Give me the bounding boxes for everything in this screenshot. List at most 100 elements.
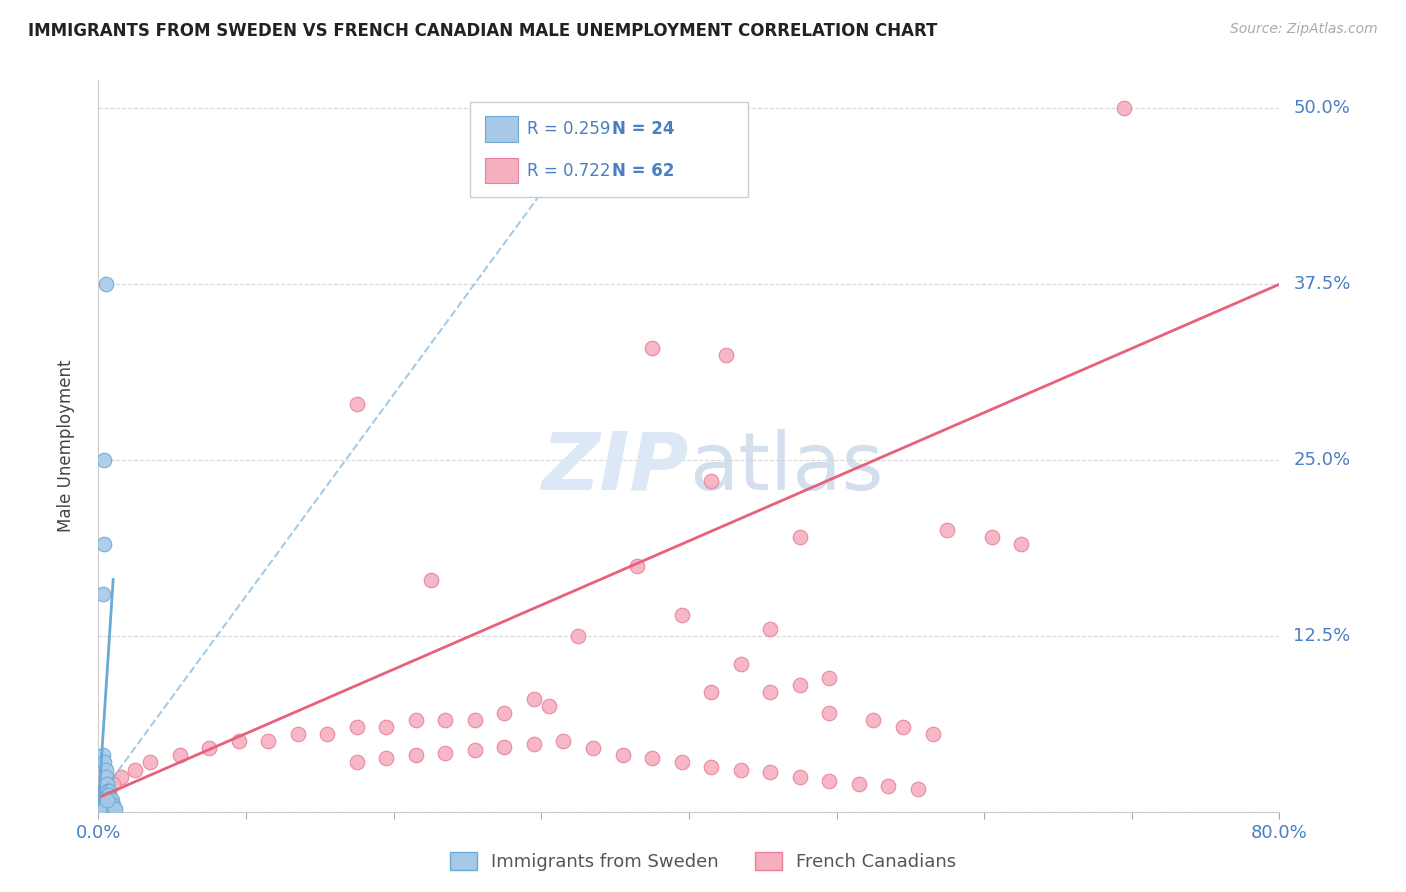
Text: 50.0%: 50.0%	[1294, 99, 1350, 118]
Point	[198, 741, 221, 756]
Text: N = 24: N = 24	[612, 120, 675, 138]
Point	[818, 671, 841, 685]
Point	[494, 706, 516, 721]
Point	[1114, 102, 1136, 116]
Point	[789, 678, 811, 692]
Point	[700, 760, 723, 774]
Point	[818, 773, 841, 788]
Point	[98, 790, 121, 805]
Text: 12.5%: 12.5%	[1294, 627, 1351, 645]
Point	[346, 720, 368, 734]
Text: atlas: atlas	[689, 429, 883, 507]
Point	[862, 714, 884, 728]
Point	[90, 797, 112, 812]
Point	[100, 797, 122, 812]
Point	[124, 763, 146, 777]
Point	[228, 734, 250, 748]
Point	[103, 800, 125, 814]
Point	[464, 714, 486, 728]
Point	[91, 748, 114, 763]
Text: IMMIGRANTS FROM SWEDEN VS FRENCH CANADIAN MALE UNEMPLOYMENT CORRELATION CHART: IMMIGRANTS FROM SWEDEN VS FRENCH CANADIA…	[28, 22, 938, 40]
Point	[671, 756, 693, 770]
Point	[730, 657, 752, 671]
Point	[419, 573, 441, 587]
Point	[93, 537, 115, 551]
Point	[789, 530, 811, 544]
Point	[103, 797, 125, 812]
Point	[936, 524, 959, 538]
Point	[434, 714, 457, 728]
Point	[89, 800, 111, 814]
Point	[316, 727, 339, 741]
Text: R = 0.259: R = 0.259	[527, 120, 610, 138]
Point	[789, 770, 811, 784]
Point	[523, 737, 546, 751]
Text: 25.0%: 25.0%	[1294, 451, 1351, 469]
Point	[91, 797, 114, 812]
Point	[759, 685, 782, 699]
Point	[346, 756, 368, 770]
Point	[98, 793, 121, 807]
Point	[700, 474, 723, 488]
Point	[104, 802, 127, 816]
Point	[818, 706, 841, 721]
Point	[921, 727, 943, 741]
Point	[405, 748, 427, 763]
Point	[626, 558, 648, 573]
Point	[730, 763, 752, 777]
Point	[537, 699, 560, 714]
Point	[848, 776, 870, 790]
Point	[139, 756, 162, 770]
Point	[94, 277, 117, 292]
Point	[641, 751, 664, 765]
Text: N = 62: N = 62	[612, 161, 675, 179]
Point	[671, 607, 693, 622]
Point	[100, 793, 122, 807]
Text: R = 0.722: R = 0.722	[527, 161, 610, 179]
Point	[612, 748, 634, 763]
Point	[714, 348, 737, 362]
Point	[567, 629, 589, 643]
Point	[641, 341, 664, 355]
Point	[375, 720, 398, 734]
Point	[91, 587, 114, 601]
Legend: Immigrants from Sweden, French Canadians: Immigrants from Sweden, French Canadians	[443, 846, 963, 879]
Point	[759, 622, 782, 636]
Point	[759, 765, 782, 780]
Point	[94, 783, 117, 797]
Point	[980, 530, 1002, 544]
Point	[891, 720, 914, 734]
Point	[93, 756, 115, 770]
Point	[110, 770, 132, 784]
Point	[1010, 537, 1032, 551]
Point	[700, 685, 723, 699]
Point	[94, 770, 117, 784]
Point	[96, 793, 118, 807]
Point	[94, 763, 117, 777]
Point	[553, 734, 575, 748]
Point	[97, 783, 120, 797]
Point	[287, 727, 309, 741]
Point	[375, 751, 398, 765]
Text: ZIP: ZIP	[541, 429, 689, 507]
Text: Source: ZipAtlas.com: Source: ZipAtlas.com	[1230, 22, 1378, 37]
Point	[93, 453, 115, 467]
Point	[346, 397, 368, 411]
Point	[582, 741, 605, 756]
Point	[434, 746, 457, 760]
Point	[169, 748, 191, 763]
Point	[523, 692, 546, 706]
Point	[907, 782, 929, 797]
Point	[257, 734, 280, 748]
Point	[90, 800, 112, 814]
Text: 37.5%: 37.5%	[1294, 276, 1351, 293]
Point	[877, 780, 900, 794]
Point	[97, 788, 120, 802]
Point	[405, 714, 427, 728]
Point	[464, 743, 486, 757]
Point	[96, 776, 118, 790]
Point	[494, 739, 516, 754]
Y-axis label: Male Unemployment: Male Unemployment	[56, 359, 75, 533]
Point	[96, 783, 118, 797]
Point	[103, 776, 125, 790]
